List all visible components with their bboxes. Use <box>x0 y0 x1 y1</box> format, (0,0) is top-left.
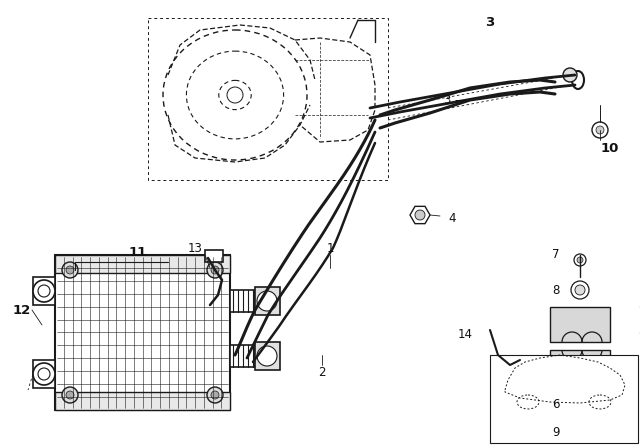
Bar <box>255 287 280 315</box>
Circle shape <box>207 387 223 403</box>
Circle shape <box>575 425 585 435</box>
Text: 11: 11 <box>129 246 147 258</box>
Text: 10: 10 <box>601 142 619 155</box>
Bar <box>55 255 230 410</box>
Text: 7: 7 <box>552 249 560 262</box>
Circle shape <box>62 262 78 278</box>
Circle shape <box>33 280 55 302</box>
Circle shape <box>211 391 219 399</box>
Circle shape <box>592 122 608 138</box>
Ellipse shape <box>572 71 584 89</box>
Bar <box>490 355 638 443</box>
Bar <box>230 345 255 367</box>
Circle shape <box>571 394 589 412</box>
Circle shape <box>575 285 585 295</box>
Text: 1: 1 <box>326 241 333 254</box>
Circle shape <box>66 391 74 399</box>
Circle shape <box>62 387 78 403</box>
Bar <box>230 290 255 312</box>
Text: 12: 12 <box>13 303 31 316</box>
Circle shape <box>571 281 589 299</box>
Polygon shape <box>410 207 430 224</box>
Text: 3 —: 3 — <box>444 94 467 107</box>
Circle shape <box>415 210 425 220</box>
Text: 5: 5 <box>638 298 640 311</box>
Text: 4: 4 <box>448 211 456 224</box>
Text: 6: 6 <box>552 399 560 412</box>
Text: 2: 2 <box>318 366 326 379</box>
Text: 3: 3 <box>485 16 495 29</box>
Bar <box>33 360 55 388</box>
Bar <box>55 392 230 410</box>
Text: 8: 8 <box>552 284 560 297</box>
Circle shape <box>574 254 586 266</box>
Text: 13: 13 <box>188 241 202 254</box>
Bar <box>33 277 55 305</box>
Circle shape <box>501 356 509 364</box>
Circle shape <box>66 266 74 274</box>
Bar <box>550 307 610 342</box>
Circle shape <box>596 126 604 134</box>
Text: 5: 5 <box>638 323 640 336</box>
Polygon shape <box>570 421 590 439</box>
Text: 9: 9 <box>552 426 560 439</box>
Circle shape <box>577 257 583 263</box>
Circle shape <box>575 398 585 408</box>
Circle shape <box>211 266 219 274</box>
Circle shape <box>207 262 223 278</box>
Bar <box>148 18 388 180</box>
Circle shape <box>33 363 55 385</box>
Bar <box>255 342 280 370</box>
Circle shape <box>563 68 577 82</box>
Bar <box>55 255 230 273</box>
Bar <box>550 350 610 385</box>
Text: 14: 14 <box>458 328 472 341</box>
Bar <box>205 250 223 262</box>
Circle shape <box>257 291 277 311</box>
Circle shape <box>257 346 277 366</box>
